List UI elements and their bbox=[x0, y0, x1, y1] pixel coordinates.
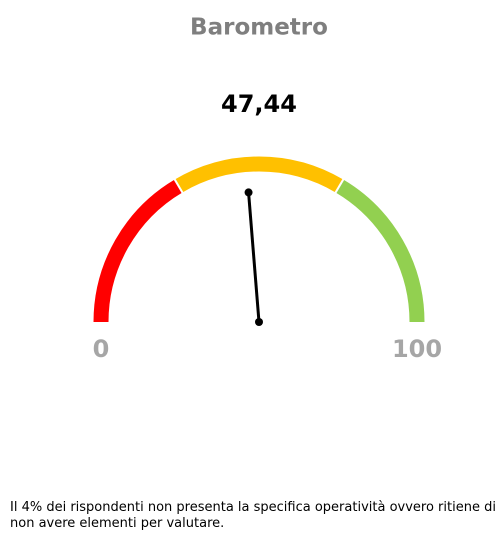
chart-title: Barometro bbox=[190, 15, 328, 41]
footnote: Il 4% dei rispondenti non presenta la sp… bbox=[10, 500, 496, 531]
gauge-band bbox=[174, 156, 344, 193]
tick-label: 0 bbox=[93, 335, 110, 363]
gauge-band bbox=[335, 179, 425, 323]
tick-label: 100 bbox=[392, 335, 442, 363]
needle-tip bbox=[244, 188, 253, 197]
gauge-band bbox=[93, 179, 183, 323]
band-separator bbox=[334, 178, 345, 194]
value-label: 47,44 bbox=[221, 90, 297, 118]
needle-pivot bbox=[255, 318, 263, 326]
band-separator bbox=[173, 178, 184, 194]
needle bbox=[247, 192, 261, 323]
chart: Barometro 47,44 0 100 bbox=[93, 15, 442, 364]
